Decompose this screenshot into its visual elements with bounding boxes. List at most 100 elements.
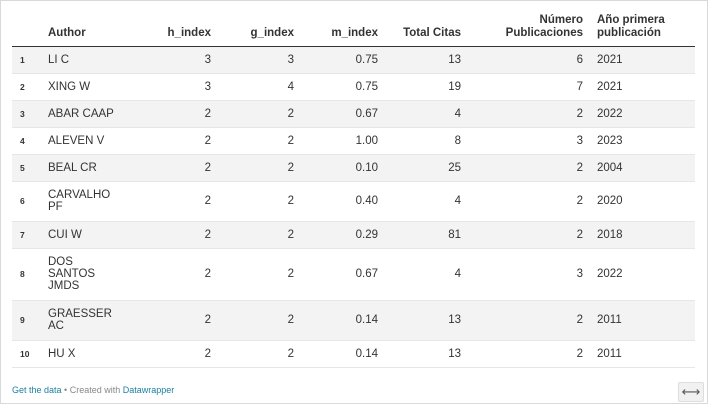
- ano-primera-publicacion-cell: 2022: [583, 100, 695, 128]
- numero-publicaciones-cell: 6: [461, 46, 583, 74]
- col-header-numero-publicaciones[interactable]: Número Publicaciones: [461, 0, 583, 47]
- col-header-ano-primera-publicacion[interactable]: Año primera publicación: [583, 0, 695, 47]
- m-index-cell: 0.75: [294, 46, 378, 74]
- g-index-cell: 2: [211, 300, 294, 341]
- author-cell: BEAL CR: [48, 154, 124, 182]
- h-index-cell: 2: [124, 154, 211, 182]
- row-number-cell: 3: [12, 100, 48, 128]
- row-number-cell: 2: [12, 73, 48, 101]
- ano-primera-publicacion-cell: 2004: [583, 154, 695, 182]
- table-row: 6 CARVALHO PF 2 2 0.40 4 2 2020: [12, 181, 695, 222]
- m-index-cell: 0.67: [294, 248, 378, 301]
- g-index-cell: 4: [211, 73, 294, 101]
- total-citas-cell: 19: [378, 73, 461, 101]
- total-citas-cell: 13: [378, 46, 461, 74]
- numero-publicaciones-cell: 2: [461, 340, 583, 368]
- h-index-cell: 2: [124, 300, 211, 341]
- col-header-h-index[interactable]: h_index: [124, 0, 211, 47]
- m-index-cell: 0.14: [294, 300, 378, 341]
- table-row: 9 GRAESSER AC 2 2 0.14 13 2 2011: [12, 300, 695, 341]
- total-citas-cell: 13: [378, 300, 461, 341]
- author-cell: ABAR CAAP: [48, 100, 124, 128]
- h-index-cell: 3: [124, 46, 211, 74]
- h-index-cell: 2: [124, 248, 211, 301]
- table-row: 2 XING W 3 4 0.75 19 7 2021: [12, 73, 695, 101]
- data-table: Author h_index g_index m_index Total Cit…: [12, 0, 695, 368]
- total-citas-cell: 4: [378, 181, 461, 222]
- numero-publicaciones-cell: 3: [461, 248, 583, 301]
- row-number-cell: 6: [12, 181, 48, 222]
- g-index-cell: 2: [211, 181, 294, 222]
- get-the-data-link[interactable]: Get the data: [12, 385, 62, 395]
- numero-publicaciones-cell: 3: [461, 127, 583, 155]
- g-index-cell: 2: [211, 127, 294, 155]
- h-index-cell: 2: [124, 127, 211, 155]
- table-row: 5 BEAL CR 2 2 0.10 25 2 2004: [12, 154, 695, 182]
- m-index-cell: 0.14: [294, 340, 378, 368]
- h-index-cell: 2: [124, 181, 211, 222]
- m-index-cell: 0.67: [294, 100, 378, 128]
- g-index-cell: 2: [211, 248, 294, 301]
- ano-primera-publicacion-cell: 2021: [583, 73, 695, 101]
- author-cell: LI C: [48, 46, 124, 74]
- numero-publicaciones-cell: 2: [461, 154, 583, 182]
- h-index-cell: 2: [124, 221, 211, 249]
- m-index-cell: 0.75: [294, 73, 378, 101]
- expand-arrows-icon: ⟷: [681, 384, 701, 399]
- row-number-cell: 5: [12, 154, 48, 182]
- total-citas-cell: 4: [378, 248, 461, 301]
- footer-separator-text: • Created with: [61, 385, 123, 395]
- g-index-cell: 2: [211, 154, 294, 182]
- row-number-cell: 9: [12, 300, 48, 341]
- col-header-author[interactable]: Author: [48, 0, 124, 47]
- m-index-cell: 0.29: [294, 221, 378, 249]
- row-number-cell: 10: [12, 340, 48, 368]
- g-index-cell: 2: [211, 221, 294, 249]
- table-row: 3 ABAR CAAP 2 2 0.67 4 2 2022: [12, 100, 695, 128]
- h-index-cell: 2: [124, 100, 211, 128]
- ano-primera-publicacion-cell: 2021: [583, 46, 695, 74]
- table-row: 4 ALEVEN V 2 2 1.00 8 3 2023: [12, 127, 695, 155]
- ano-primera-publicacion-cell: 2011: [583, 340, 695, 368]
- col-header-m-index[interactable]: m_index: [294, 0, 378, 47]
- col-header-g-index[interactable]: g_index: [211, 0, 294, 47]
- numero-publicaciones-cell: 2: [461, 181, 583, 222]
- datawrapper-link[interactable]: Datawrapper: [122, 385, 175, 395]
- author-cell: GRAESSER AC: [48, 300, 124, 341]
- expand-button[interactable]: ⟷: [678, 382, 704, 402]
- m-index-cell: 1.00: [294, 127, 378, 155]
- row-number-cell: 7: [12, 221, 48, 249]
- g-index-cell: 3: [211, 46, 294, 74]
- table-row: 7 CUI W 2 2 0.29 81 2 2018: [12, 221, 695, 249]
- table-body: 1 LI C 3 3 0.75 13 6 2021 2 XING W 3 4 0.75 19 7 2021 3 A…: [12, 46, 695, 368]
- author-cell: HU X: [48, 340, 124, 368]
- row-number-cell: 4: [12, 127, 48, 155]
- h-index-cell: 2: [124, 340, 211, 368]
- numero-publicaciones-cell: 7: [461, 73, 583, 101]
- author-cell: CARVALHO PF: [48, 181, 124, 222]
- ano-primera-publicacion-cell: 2023: [583, 127, 695, 155]
- total-citas-cell: 81: [378, 221, 461, 249]
- col-header-total-citas[interactable]: Total Citas: [378, 0, 461, 47]
- total-citas-cell: 13: [378, 340, 461, 368]
- table-row: 10 HU X 2 2 0.14 13 2 2011: [12, 340, 695, 368]
- ano-primera-publicacion-cell: 2011: [583, 300, 695, 341]
- col-header-index: [12, 0, 48, 47]
- footer: Get the data • Created with Datawrapper: [12, 385, 174, 395]
- g-index-cell: 2: [211, 100, 294, 128]
- total-citas-cell: 8: [378, 127, 461, 155]
- author-cell: DOS SANTOS JMDS: [48, 248, 124, 301]
- m-index-cell: 0.10: [294, 154, 378, 182]
- total-citas-cell: 25: [378, 154, 461, 182]
- numero-publicaciones-cell: 2: [461, 221, 583, 249]
- table-row: 8 DOS SANTOS JMDS 2 2 0.67 4 3 2022: [12, 248, 695, 301]
- row-number-cell: 1: [12, 46, 48, 74]
- author-cell: XING W: [48, 73, 124, 101]
- ano-primera-publicacion-cell: 2020: [583, 181, 695, 222]
- ano-primera-publicacion-cell: 2018: [583, 221, 695, 249]
- author-cell: CUI W: [48, 221, 124, 249]
- total-citas-cell: 4: [378, 100, 461, 128]
- table-row: 1 LI C 3 3 0.75 13 6 2021: [12, 46, 695, 74]
- g-index-cell: 2: [211, 340, 294, 368]
- row-number-cell: 8: [12, 248, 48, 301]
